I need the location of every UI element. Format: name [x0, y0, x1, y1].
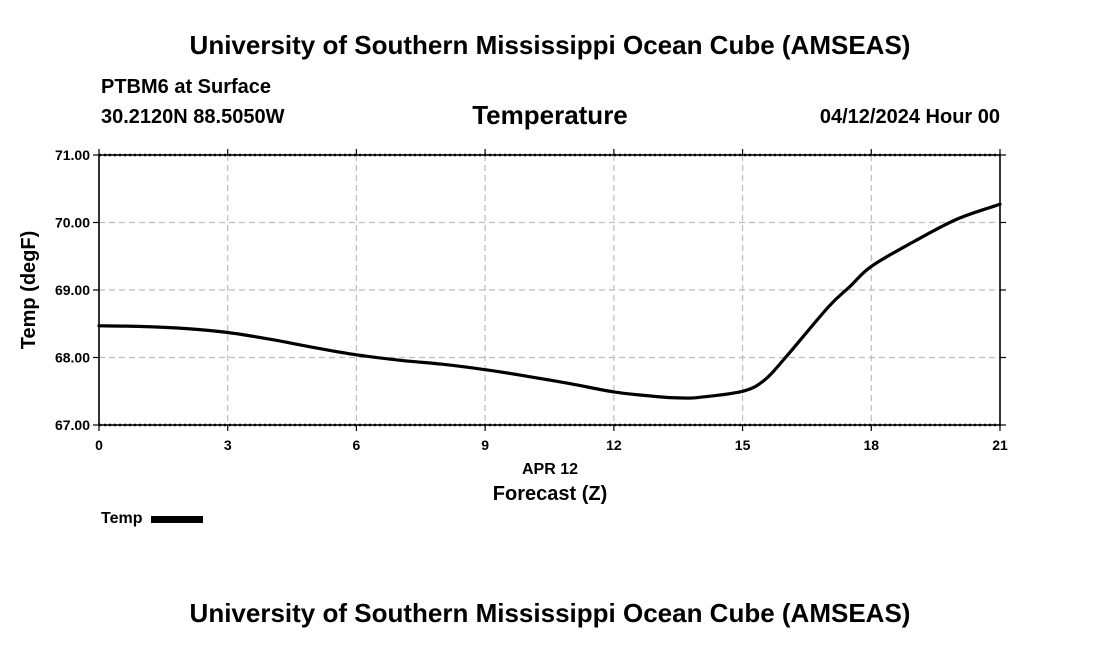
- y-axis-label: Temp (degF): [18, 231, 40, 350]
- y-tick-label: 67.00: [55, 417, 90, 433]
- x-tick-label: 6: [353, 437, 361, 453]
- legend-swatch-temp: [151, 515, 204, 523]
- legend: Temp: [101, 510, 204, 528]
- y-tick-label: 71.00: [55, 147, 90, 163]
- axis-ticks: 0 3 6 9 12 15 18 21 67.00 68.00 69.00 70.00 71.00: [55, 147, 1008, 453]
- temp-series-line: [97, 202, 1002, 400]
- x-tick-label: 18: [863, 437, 879, 453]
- station-label: PTBM6 at Surface: [101, 76, 272, 98]
- datetime-label: 04/12/2024 Hour 00: [819, 106, 1000, 128]
- x-tick-label: 21: [992, 437, 1008, 453]
- x-axis-date-label: APR 12: [522, 461, 578, 478]
- x-tick-label: 15: [735, 437, 751, 453]
- parameter-title: Temperature: [472, 100, 628, 130]
- x-tick-label: 3: [224, 437, 232, 453]
- y-tick-label: 70.00: [55, 215, 90, 231]
- x-tick-label: 12: [606, 437, 622, 453]
- chart-title: University of Southern Mississippi Ocean…: [189, 30, 911, 60]
- legend-label-temp: Temp: [101, 510, 143, 527]
- x-axis-label: Forecast (Z): [493, 483, 607, 505]
- y-tick-label: 69.00: [55, 282, 90, 298]
- grid-lines: [99, 155, 1000, 425]
- footer-title: University of Southern Mississippi Ocean…: [189, 598, 911, 628]
- y-tick-label: 68.00: [55, 350, 90, 366]
- x-tick-label: 9: [481, 437, 489, 453]
- x-tick-label: 0: [95, 437, 103, 453]
- coordinates-label: 30.2120N 88.5050W: [101, 106, 285, 128]
